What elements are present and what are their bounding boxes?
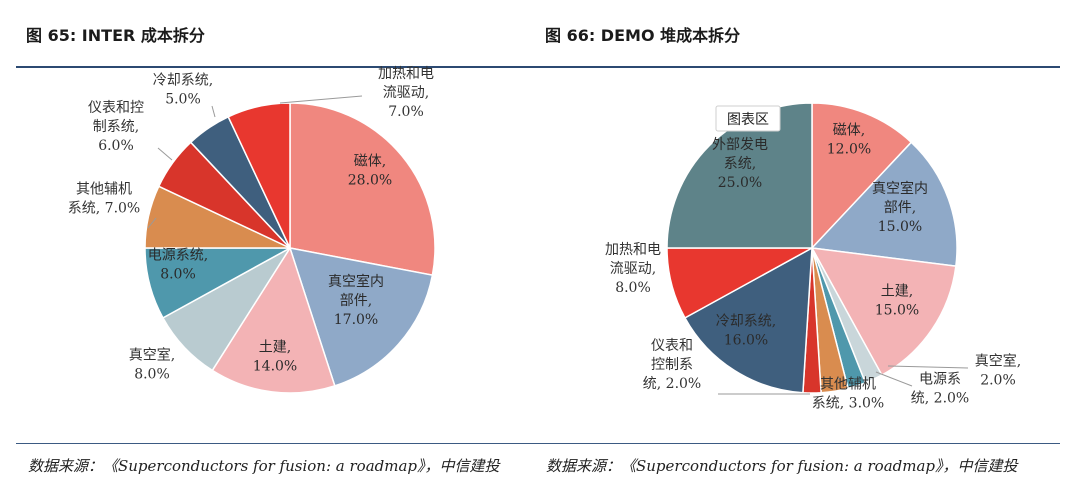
pie-slice[interactable] <box>289 102 436 277</box>
pie-slice[interactable] <box>211 246 336 394</box>
slice-data-label: 土建, 15.0% <box>875 284 919 319</box>
slice-data-label: 真空室, 8.0% <box>129 347 175 383</box>
label-leader-line <box>211 105 216 118</box>
slice-data-label: 电源系统, 8.0% <box>148 248 208 283</box>
figure-66-title: 图 66: DEMO 堆成本拆分 <box>545 26 741 45</box>
slice-data-label: 电源系统, 2.0% <box>911 372 969 407</box>
slice-data-label: 真空室, 2.0% <box>975 353 1021 389</box>
slice-data-label: 加热和电流驱动, 7.0% <box>378 66 434 120</box>
pie-slice[interactable] <box>666 102 813 249</box>
slice-data-label: 真空室内部件, 17.0% <box>328 273 384 328</box>
slice-data-label: 其他辅机系统, 7.0% <box>68 182 140 217</box>
label-leader-line <box>147 217 157 229</box>
slice-data-label: 磁体, 28.0% <box>348 154 392 189</box>
label-leader-line <box>837 377 841 381</box>
pie-slice[interactable] <box>810 141 958 268</box>
inter-cost-pie[interactable]: 磁体, 28.0% 真空室内部件, 17.0% 土建, 14.0% 真空室, 8.0% 电源系统… <box>68 66 436 394</box>
slice-data-label: 其他辅机系统, 3.0% <box>812 377 884 412</box>
slice-data-label: 仪表和控制系统, 6.0% <box>88 100 144 154</box>
pie-slice[interactable] <box>288 247 434 387</box>
header-divider <box>16 66 1060 68</box>
slice-data-label: 冷却系统, 16.0% <box>716 314 776 349</box>
chart-area-tooltip-text: 图表区 <box>727 112 769 128</box>
label-leader-line <box>157 147 173 161</box>
label-leader-line <box>279 95 363 104</box>
slice-data-label: 外部发电系统, 25.0% <box>712 137 768 191</box>
slice-data-label: 仪表和控制系统, 2.0% <box>643 338 701 392</box>
figure-65-title: 图 65: INTER 成本拆分 <box>26 26 205 45</box>
slice-data-label: 加热和电流驱动, 8.0% <box>605 242 661 296</box>
slice-data-label: 土建, 14.0% <box>253 340 297 375</box>
chart-area-tooltip: 图表区 <box>715 105 781 132</box>
slice-data-label: 真空室内部件, 15.0% <box>872 180 928 235</box>
pie-slice[interactable] <box>810 247 957 377</box>
footer-divider <box>16 443 1060 444</box>
source-note-right: 数据来源：《Superconductors for fusion: a road… <box>546 457 1018 475</box>
pie-slice[interactable] <box>811 102 913 250</box>
slice-data-label: 磁体, 12.0% <box>827 123 871 158</box>
slice-data-label: 冷却系统, 5.0% <box>153 73 213 108</box>
label-leader-line <box>875 371 913 387</box>
demo-cost-pie[interactable]: 磁体, 12.0%真空室内部件, 15.0% 土建, 15.0% 真空室, 2.0%电源系统… <box>605 102 1021 412</box>
label-leader-line <box>887 365 969 369</box>
pie-slice[interactable] <box>227 102 291 249</box>
source-note-left: 数据来源：《Superconductors for fusion: a road… <box>28 457 500 475</box>
pie-slice[interactable] <box>683 246 813 394</box>
